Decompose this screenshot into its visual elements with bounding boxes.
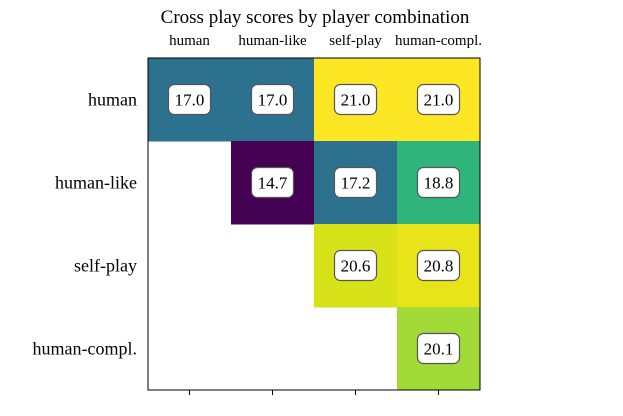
cell-label-box [416, 249, 461, 282]
cell-value-label: 21.0 [341, 91, 371, 110]
cell-value-label: 20.6 [341, 257, 371, 276]
cell-label-box [250, 83, 295, 116]
row-label: human [88, 90, 137, 110]
row-labels: human human-like self-play human-compl. [33, 90, 137, 359]
cell-value-label: 14.7 [258, 174, 288, 193]
cell-label-box [416, 83, 461, 116]
cell-label-box [333, 83, 378, 116]
column-label: human-compl. [395, 33, 482, 49]
row-label: human-compl. [33, 339, 137, 359]
chart-title: Cross play scores by player combination [161, 7, 470, 28]
cell-label-box [167, 83, 212, 116]
cell-label-box [416, 332, 461, 365]
column-label: human-like [238, 33, 307, 49]
column-labels: human human-like self-play human-compl. [169, 33, 482, 49]
heatmap-cells: 17.0 17.0 21.0 21.0 14.7 17.2 18.8 20.6 20.8 20.1 [148, 58, 481, 391]
cell-value-label: 21.0 [424, 91, 454, 110]
cell-label-box [250, 166, 295, 199]
column-label: human [169, 33, 210, 49]
cell-value-label: 18.8 [424, 174, 454, 193]
axis-ticks [189, 390, 439, 395]
cell-label-box [416, 166, 461, 199]
cell-value-label: 17.2 [341, 174, 371, 193]
cell-value-label: 20.8 [424, 257, 454, 276]
cell-label-box [333, 249, 378, 282]
cell-label-box [333, 166, 378, 199]
cell-value-label: 20.1 [424, 340, 454, 359]
plot-frame [147, 57, 481, 391]
row-label: self-play [74, 256, 137, 276]
cell-value-label: 17.0 [258, 91, 288, 110]
row-label: human-like [55, 173, 137, 193]
column-label: self-play [329, 33, 382, 49]
cell-value-label: 17.0 [175, 91, 205, 110]
